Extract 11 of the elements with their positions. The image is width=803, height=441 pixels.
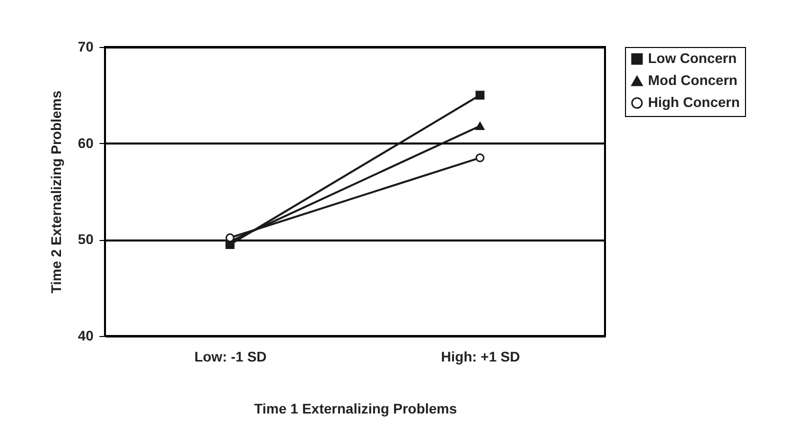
- y-tick-label: 70: [78, 38, 94, 54]
- y-axis-title: Time 2 Externalizing Problems: [48, 90, 64, 294]
- x-tick-label: Low: -1 SD: [194, 348, 267, 364]
- y-tick-label: 50: [78, 231, 94, 248]
- x-tick-label: High: +1 SD: [441, 348, 520, 364]
- legend-label: Low Concern: [648, 50, 737, 66]
- legend-label: High Concern: [648, 94, 740, 110]
- x-axis-title: Time 1 Externalizing Problems: [254, 400, 458, 416]
- y-tick-label: 60: [78, 134, 94, 151]
- legend-label: Mod Concern: [648, 72, 738, 88]
- y-tick-label: 40: [78, 328, 94, 344]
